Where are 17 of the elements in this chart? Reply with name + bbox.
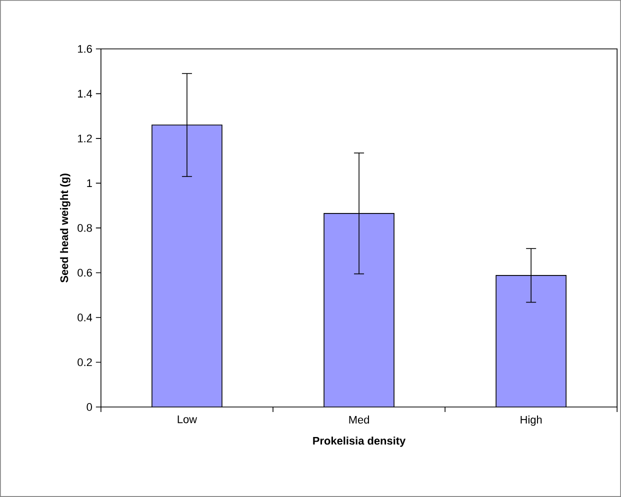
x-axis-title: Prokelisia density [313,436,406,447]
y-tick-label: 1.6 [78,45,92,53]
y-tick-label: 0 [86,403,92,411]
bar [496,275,566,408]
y-tick-label: 0.8 [78,224,92,232]
x-tick-label: Med [349,416,369,424]
y-tick-label: 1.2 [78,134,92,142]
y-tick-label: 0.6 [78,268,92,277]
y-tick-label: 1 [87,179,92,187]
y-tick-label: 0.2 [78,358,92,366]
x-tick-label: Low [178,416,198,424]
bar [152,124,222,408]
y-axis-title: Seed head weight (g) [60,174,70,282]
y-tick-label: 0.4 [78,314,92,322]
y-tick-label: 1.4 [78,90,92,98]
x-tick-label: High [520,416,542,426]
bar [324,213,394,408]
